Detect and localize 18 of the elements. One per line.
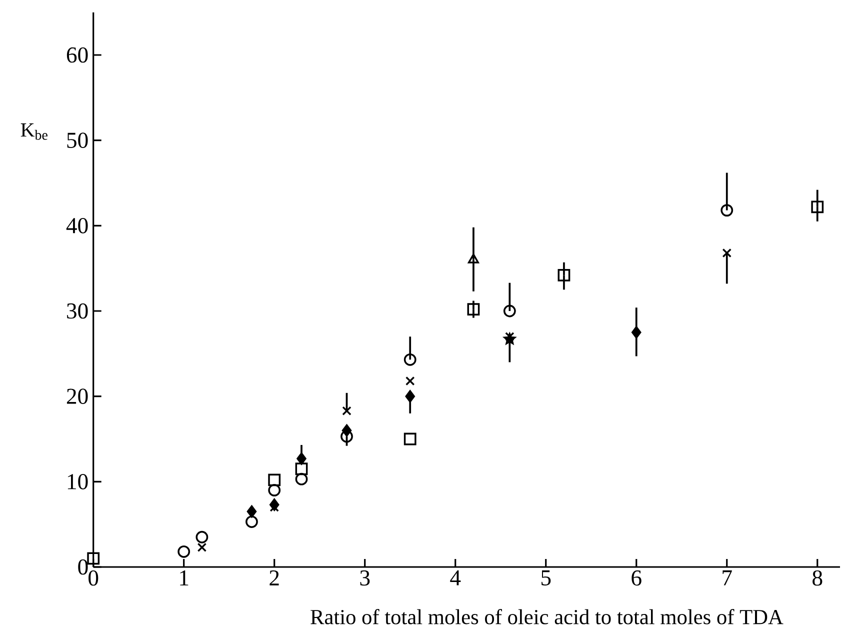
x-tick-label: 7 — [722, 570, 732, 586]
x-axis-title: Ratio of total moles of oleic acid to total moles of TDA — [310, 609, 784, 624]
x-tick-label: 4 — [450, 570, 461, 586]
y-tick-label: 10 — [68, 474, 88, 490]
y-tick-label: 30 — [67, 303, 88, 319]
x-tick-label: 6 — [632, 570, 642, 586]
y-tick-label: 40 — [66, 218, 88, 234]
y-tick-label: 20 — [66, 388, 88, 404]
x-tick-label: 8 — [812, 570, 822, 586]
x-tick-label: 0 — [88, 570, 98, 586]
x-tick-label: 1 — [180, 570, 188, 586]
x-tick-label: 2 — [270, 570, 279, 586]
x-tick-label: 5 — [542, 570, 551, 586]
x-tick-label: 3 — [360, 570, 370, 586]
y-tick-label: 0 — [78, 559, 88, 575]
y-tick-label: 50 — [67, 132, 88, 148]
y-tick-label: 60 — [66, 47, 88, 63]
y-axis-title: K$_{be}$ — [20, 124, 48, 140]
